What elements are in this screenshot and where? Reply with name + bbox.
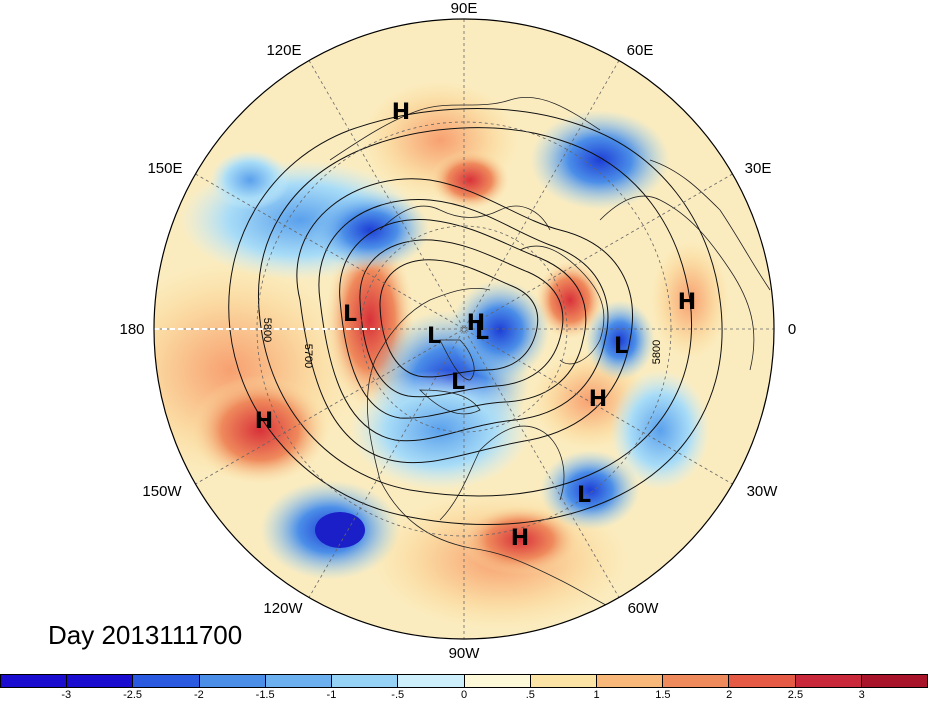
lon-label: 90W: [449, 645, 481, 662]
low-center: L: [427, 324, 441, 349]
contour-label: 5700: [302, 344, 314, 368]
lon-label: 0: [788, 321, 796, 338]
lon-label: 90E: [451, 0, 478, 17]
colorbar-tick-label: 2: [726, 689, 733, 701]
colorbar-tick-label: 1: [593, 689, 600, 701]
coastlines: [329, 96, 771, 621]
colorbar-tick-label: 0: [460, 689, 468, 701]
colorbar-cell: [398, 675, 465, 687]
colorbar-labels: -3 -2.5 -2 -1.5 -1 -.5 0 .5 1 1.5 2 2.5 3: [0, 689, 928, 703]
low-center: L: [577, 483, 591, 508]
colorbar-cell: [133, 675, 200, 687]
colorbar-tick-label: 1.5: [655, 689, 671, 701]
pressure-centers: H H L L L L L H H L H H: [255, 100, 696, 551]
lon-label: 120W: [263, 600, 303, 617]
colorbar-tick-label: -.5: [391, 689, 405, 701]
low-center: L: [343, 302, 357, 327]
contour-label: 5800: [651, 340, 663, 364]
high-center: H: [511, 526, 529, 551]
lon-label: 30E: [745, 160, 772, 177]
lon-label: 30W: [747, 483, 779, 500]
lon-label: 150E: [147, 160, 182, 177]
colorbar-cell: [861, 675, 928, 687]
colorbar-tick-label: -2: [193, 689, 204, 701]
longitude-labels: 90E 60E 30E 0 30W 60W 90W 120W 150W 180 …: [119, 0, 796, 662]
low-center: L: [451, 370, 465, 395]
high-center: H: [589, 387, 607, 412]
colorbar-cell: [1, 675, 68, 687]
colorbar-cell: [663, 675, 730, 687]
colorbar-cell: [530, 675, 597, 687]
day-label: Day 2013111700: [48, 620, 243, 650]
high-center: H: [392, 100, 410, 125]
anomaly-field: [154, 19, 774, 639]
colorbar-cell: [729, 675, 796, 687]
colorbar-cell: [332, 675, 399, 687]
colorbar-cell: [67, 675, 134, 687]
high-center: H: [255, 409, 273, 434]
lon-label: 120E: [266, 42, 301, 59]
colorbar-tick-label: 3: [858, 689, 865, 701]
high-center-hidden: H: [467, 311, 485, 336]
lon-label: 60E: [627, 42, 654, 59]
low-center: L: [614, 334, 628, 359]
colorbar-tick-label: -3: [61, 689, 72, 701]
colorbar-tick-label: 2.5: [787, 689, 804, 701]
high-center: H: [678, 290, 696, 315]
map-border: [153, 18, 775, 640]
colorbar-tick-label: .5: [525, 689, 535, 701]
lon-label: 60W: [628, 600, 660, 617]
colorbar-tick-label: -1.5: [255, 689, 275, 701]
graticule: [154, 19, 774, 639]
colorbar-cell: [464, 675, 531, 687]
lon-label: 150W: [142, 483, 182, 500]
colorbar-cell: [265, 675, 333, 687]
polar-map: 90E 60E 30E 0 30W 60W 90W 120W 150W 180 …: [119, 0, 796, 662]
colorbar: [0, 674, 928, 688]
colorbar-cell: [596, 675, 664, 687]
colorbar-tick-label: -2.5: [123, 689, 143, 701]
colorbar-tick-label: -1: [326, 689, 337, 701]
colorbar-cell: [795, 675, 862, 687]
low-center: L: [475, 320, 489, 345]
contour-label: 5800: [261, 318, 273, 342]
colorbar-cell: [199, 675, 266, 687]
lon-label: 180: [119, 321, 144, 338]
contour-labels: 5800 5700 5800: [261, 318, 663, 368]
